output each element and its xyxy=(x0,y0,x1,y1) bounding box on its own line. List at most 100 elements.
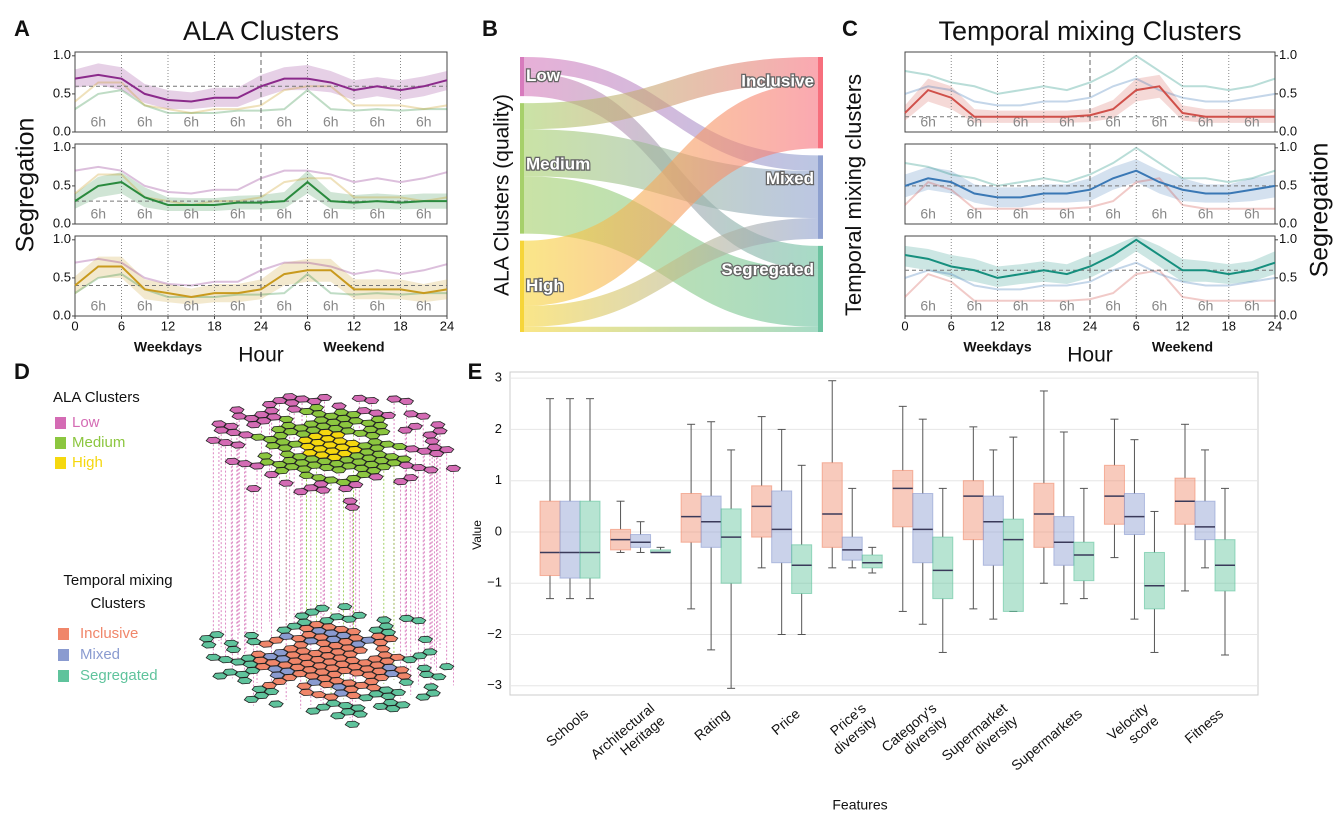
hexagon xyxy=(351,394,367,402)
interval-label: 6h xyxy=(1059,298,1075,314)
interval-label: 6h xyxy=(1105,298,1121,314)
interval-label: 6h xyxy=(230,114,246,130)
hexagon xyxy=(417,635,434,644)
y-tick-label: 0.0 xyxy=(1279,123,1297,138)
hexagon xyxy=(243,631,260,640)
interval-label: 6h xyxy=(183,114,199,130)
panel-label: D xyxy=(14,359,30,384)
source-node xyxy=(520,103,524,234)
hexagon xyxy=(358,694,374,702)
source-label: High xyxy=(526,276,564,295)
interval-label: 6h xyxy=(90,114,106,130)
hexagon xyxy=(422,648,438,656)
box xyxy=(892,405,914,612)
panel-title: Temporal mixing Clusters xyxy=(938,16,1241,46)
legend-swatch xyxy=(55,437,66,449)
interval-label: 6h xyxy=(1152,114,1168,130)
hexagon xyxy=(314,451,330,459)
hexagon xyxy=(268,636,284,644)
y-axis-label: Segregation xyxy=(1306,143,1334,278)
legend-title: Temporal mixing xyxy=(63,572,172,589)
box-body xyxy=(1143,551,1165,610)
y-axis-label: Segregation xyxy=(12,118,40,253)
x-axis-label: Hour xyxy=(238,344,284,367)
x-tick-label: Supermarkets xyxy=(1008,705,1085,773)
target-node xyxy=(818,155,823,239)
hexagon xyxy=(237,460,253,468)
hexagon xyxy=(390,688,407,697)
hexagon xyxy=(318,463,335,472)
interval-label: 6h xyxy=(1105,206,1121,222)
hexagon xyxy=(344,503,360,511)
y-axis-label: Value xyxy=(470,520,484,550)
hexagon xyxy=(284,399,300,407)
x-axis-label: Features xyxy=(832,797,887,813)
legend-label: High xyxy=(72,454,103,471)
hexagon xyxy=(341,615,357,623)
hexagon xyxy=(265,442,281,450)
y-tick-label: 0.5 xyxy=(1279,269,1297,284)
hexagon xyxy=(307,649,324,658)
hexagon xyxy=(375,645,391,653)
source-node xyxy=(520,240,524,332)
x-tick-label: 6 xyxy=(1133,318,1140,333)
other-cluster-line xyxy=(904,54,1276,95)
hexagon xyxy=(245,484,262,493)
hexagon xyxy=(360,636,376,644)
hexagon xyxy=(224,457,240,466)
hexagon xyxy=(423,683,439,691)
hexagon xyxy=(373,673,390,682)
hexagon xyxy=(246,638,262,646)
hexagon xyxy=(268,700,284,708)
x-tick-label: Price xyxy=(768,705,803,738)
interval-label: 6h xyxy=(323,298,339,314)
y-tick-label: −3 xyxy=(487,677,502,692)
hexagon xyxy=(379,657,395,665)
hexagon xyxy=(376,463,392,471)
box xyxy=(650,546,672,554)
box xyxy=(700,421,722,651)
x-tick-label: Fitness xyxy=(1181,705,1226,746)
interval-label: 6h xyxy=(323,206,339,222)
interval-label: 6h xyxy=(920,206,936,222)
hexagon xyxy=(344,720,360,728)
hexagon xyxy=(395,701,411,709)
y-tick-label: 0.0 xyxy=(1279,307,1297,322)
box xyxy=(932,487,954,653)
hexagon xyxy=(403,474,419,482)
y-tick-label: 2 xyxy=(495,421,502,436)
other-cluster-line xyxy=(904,177,1275,210)
hexagon xyxy=(398,678,414,686)
period-label: Weekdays xyxy=(134,339,202,355)
box xyxy=(751,416,773,569)
x-tick-label: 18 xyxy=(393,318,407,333)
box xyxy=(610,500,632,553)
interval-label: 6h xyxy=(90,206,106,222)
hexagon xyxy=(412,652,428,660)
panel-title: ALA Clusters xyxy=(183,16,339,46)
hexagon xyxy=(263,687,280,696)
box-body xyxy=(630,534,652,548)
hexagon xyxy=(430,421,446,429)
hexagon xyxy=(380,411,397,420)
hexagon xyxy=(325,699,341,707)
hexagon xyxy=(382,634,399,643)
hexagon xyxy=(423,466,439,474)
x-tick-label: Supermarketdiversity xyxy=(938,700,1020,776)
y-tick-label: 0.5 xyxy=(53,85,71,100)
target-node xyxy=(818,57,823,149)
hexagon xyxy=(253,691,270,700)
subplot: 6h 6h 6h 6h 6h 6h 6h 6h 0.0 0.5 1.0 xyxy=(53,139,448,230)
interval-label: 6h xyxy=(1152,206,1168,222)
interval-label: 6h xyxy=(137,114,153,130)
x-tick-label: Price'sdiversity xyxy=(819,700,879,758)
period-label: Weekend xyxy=(1152,339,1213,355)
box-body xyxy=(982,495,1004,566)
y-tick-label: 0.0 xyxy=(53,123,71,138)
legend-swatch xyxy=(58,670,69,682)
box xyxy=(1123,439,1145,620)
period-label: Weekdays xyxy=(963,339,1031,355)
x-tick-label: Category'sdiversity xyxy=(878,700,950,767)
legend-title: ALA Clusters xyxy=(53,389,140,406)
